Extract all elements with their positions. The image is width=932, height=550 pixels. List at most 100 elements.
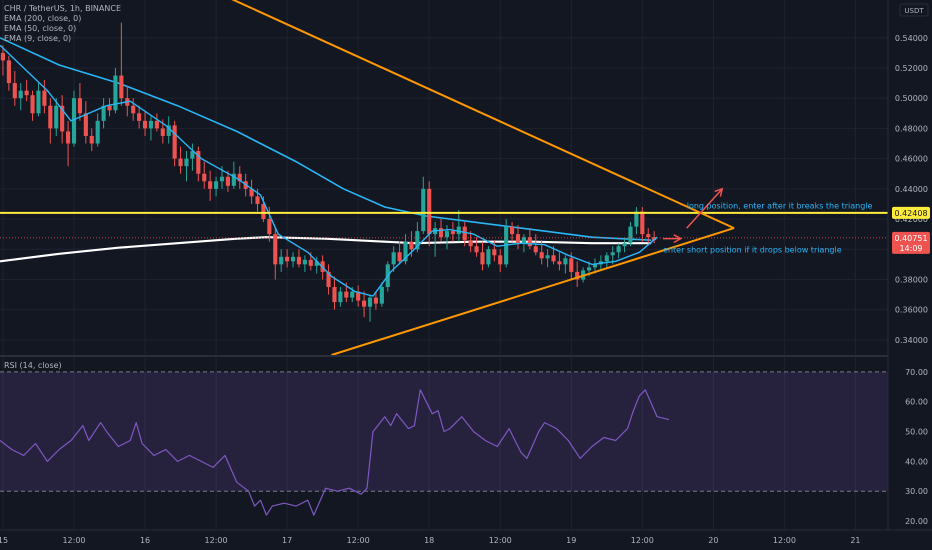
candle-body (468, 240, 473, 247)
candle-body (30, 95, 35, 114)
ema50-legend[interactable]: EMA (50, close, 0) (4, 24, 77, 33)
candle-body (356, 291, 361, 301)
price-tick-label: 0.48000 (895, 124, 928, 133)
candle-body (172, 125, 177, 159)
candle-body (6, 60, 11, 84)
time-tick-label: 17 (282, 536, 292, 545)
candle-body (148, 120, 154, 129)
price-axis-background (888, 0, 932, 530)
candle-body (515, 234, 521, 244)
candle-body (391, 252, 396, 265)
candle-body (71, 98, 77, 144)
symbol-title[interactable]: CHR / TetherUS, 1h, BINANCE (4, 4, 122, 13)
ema200-path (0, 236, 652, 263)
candle-body (510, 226, 515, 235)
time-tick-label: 15 (0, 536, 8, 545)
rsi-axis-ticks: 70.00 60.00 50.00 40.00 30.00 20.00 (905, 368, 928, 526)
candle-body (527, 237, 532, 247)
ema200-legend[interactable]: EMA (200, close, 0) (4, 14, 82, 23)
candle-body (344, 291, 349, 298)
candle-body (367, 297, 373, 307)
candle-body (178, 158, 183, 167)
candle-body (12, 83, 17, 99)
price-tick-label: 0.34000 (895, 336, 928, 345)
candle-body (24, 90, 29, 96)
price-tick-label: 0.38000 (895, 275, 928, 284)
candle-body (545, 255, 550, 259)
candle-body (131, 105, 136, 114)
candle-body (462, 226, 467, 241)
candle-body (563, 258, 568, 265)
price-label-countdown: 14:09 (899, 244, 922, 253)
candle-body (557, 261, 562, 265)
candle-body (314, 261, 319, 266)
candle-body (42, 90, 47, 106)
ema9-path (0, 44, 658, 297)
candle-body (231, 173, 236, 186)
candle-body (77, 98, 82, 114)
price-tick-label: 0.36000 (895, 306, 928, 315)
candle-body (575, 271, 580, 280)
candle-body (373, 297, 378, 304)
candle-body (18, 90, 23, 99)
candle-body (107, 105, 112, 111)
main-pane-background (0, 0, 888, 355)
candle-body (48, 105, 53, 129)
trendline-upper (231, 0, 735, 230)
candle-body (569, 258, 574, 272)
price-axis[interactable]: 0.54000 0.52000 0.50000 0.48000 0.46000 0.440… (887, 0, 932, 530)
candle-body (628, 226, 633, 244)
candle-body (95, 120, 100, 144)
price-tick-label: 0.44000 (895, 185, 928, 194)
ema9-line (0, 44, 658, 297)
candle-body (421, 188, 426, 232)
candle-body (498, 255, 503, 265)
time-axis[interactable]: 15 12:00 16 12:00 17 12:00 18 12:00 19 12:00 20 12:… (0, 529, 932, 550)
candle-body (285, 256, 290, 262)
rsi-path (0, 389, 670, 516)
candle-body (444, 231, 450, 238)
candle-body (456, 226, 461, 235)
ema9-legend[interactable]: EMA (9, close, 0) (4, 34, 72, 43)
currency-label: USDT (904, 7, 924, 15)
candle-body (480, 252, 485, 265)
candle-body (646, 234, 651, 238)
currency-badge: USDT (899, 3, 929, 17)
price-tick-label: 0.42000 (895, 215, 928, 224)
candle-body (255, 196, 260, 204)
candle-body (196, 151, 201, 174)
rsi-tick-label: 50.00 (905, 428, 928, 437)
candle-body (586, 267, 592, 271)
candle-body (379, 287, 384, 304)
candle-body (652, 237, 657, 241)
candle-body (267, 219, 272, 235)
candle-body (249, 188, 254, 197)
time-tick-label: 12:00 (62, 536, 85, 545)
time-tick-label: 12:00 (205, 536, 228, 545)
annotation-text: long position, enter after it breaks the… (687, 201, 873, 210)
rsi-legend[interactable]: RSI (14, close) (4, 361, 62, 370)
candle-body (279, 256, 284, 265)
candle-body (160, 128, 165, 136)
candle-body (551, 255, 556, 262)
main-pane[interactable]: long position, enter after it breaks the… (0, 0, 888, 530)
time-tick-label: 19 (566, 536, 576, 545)
candle-body (54, 105, 59, 129)
arrow-right-head (673, 234, 683, 244)
time-axis-background (0, 530, 932, 550)
ema50-path (0, 37, 652, 241)
price-label-box (892, 231, 930, 254)
candle-body (154, 120, 159, 129)
candle-body (261, 203, 266, 220)
candle-body (184, 158, 189, 167)
candle-body (225, 176, 230, 186)
candle-body (450, 231, 455, 235)
price-label-box (892, 206, 930, 219)
price-tick-label: 0.54000 (895, 34, 928, 43)
candle-body (521, 237, 526, 244)
price-label-value: 0.40751 (894, 234, 927, 243)
candle-body (296, 256, 302, 265)
candle-body (302, 259, 307, 265)
candle-body (326, 271, 331, 288)
rsi-pane[interactable] (0, 371, 888, 516)
